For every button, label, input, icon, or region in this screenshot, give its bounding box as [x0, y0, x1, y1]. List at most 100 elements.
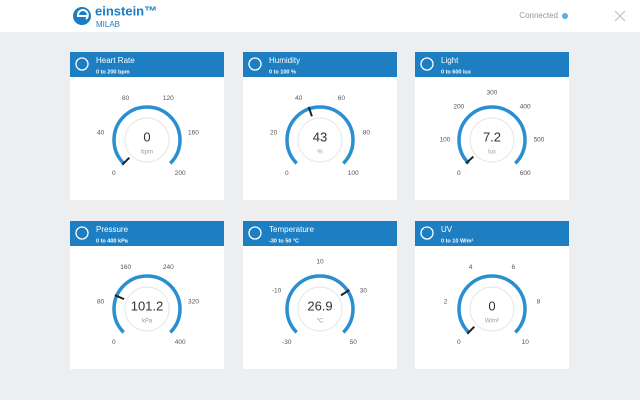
status-dot [562, 13, 568, 19]
reading-unit: bpm [141, 150, 153, 156]
gauge-needle [465, 155, 475, 165]
card-range: -30 to 50 °C [269, 238, 299, 244]
card-range: 0 to 400 kPa [96, 238, 129, 244]
gauge-needle [340, 289, 350, 297]
gauge-tick-label: 80 [97, 298, 105, 305]
card-icon [420, 57, 434, 71]
gauge-tick-label: 10 [522, 339, 530, 346]
gauge-tick-label: 80 [122, 95, 130, 102]
card-icon [75, 226, 89, 240]
reading-unit: lux [488, 150, 496, 156]
card-title: Heart Rate [96, 56, 135, 65]
gauge-tick-label: 600 [520, 170, 531, 177]
gauge-arc [285, 105, 355, 165]
close-button[interactable] [614, 10, 626, 22]
card-title: Temperature [269, 225, 314, 234]
gauge-inner [469, 286, 515, 332]
gauge-tick-label: 80 [363, 129, 371, 136]
card-title: Pressure [96, 225, 129, 234]
card-range: 0 to 10 W/m² [441, 237, 474, 244]
gauge-needle [466, 325, 476, 335]
gauge-tick-label: 4 [469, 264, 473, 271]
card-header [243, 52, 397, 77]
gauge-tick-label: 40 [295, 95, 303, 102]
gauge-tick-label: 400 [520, 103, 531, 110]
card-header [415, 221, 569, 246]
reading-unit: % [317, 150, 323, 156]
gauge-tick-label: 60 [338, 95, 346, 102]
gauge-tick-label: 10 [316, 259, 324, 266]
sensor-card: Pressure 0 to 400 kPa 0 80 160 240 320 400 101.2… [70, 221, 224, 369]
card-header [415, 52, 569, 77]
gauge-tick-label: 320 [188, 298, 199, 305]
sensor-card: Temperature -30 to 50 °C -30 -10 10 30 50 26.9 °… [243, 221, 397, 369]
gauge-inner [124, 117, 170, 163]
gauge-inner [124, 286, 170, 332]
card-icon [248, 226, 262, 240]
card-icon [420, 226, 434, 240]
reading-unit: °C [317, 319, 324, 325]
gauge-inner [297, 286, 343, 332]
reading-unit: W/m² [485, 319, 499, 325]
card-header [243, 221, 397, 246]
gauge-tick-label: 200 [453, 103, 464, 110]
gauge-tick-label: 2 [444, 298, 448, 305]
gauge-tick-label: 300 [487, 90, 498, 97]
sensor-card: Humidity 0 to 100 % 0 20 40 60 80 100 43% [243, 52, 397, 200]
gauge-arc [112, 274, 182, 334]
gauge-arc [457, 274, 527, 334]
product: MILAB [96, 20, 120, 29]
gauge-tick-label: 400 [175, 339, 186, 346]
reading-value: 101.2 [131, 298, 164, 313]
gauge-tick-label: 500 [534, 137, 545, 144]
gauge-needle [307, 106, 313, 117]
card-icon [248, 57, 262, 71]
gauge-tick-label: -10 [272, 288, 282, 295]
gauge-tick-label: 160 [188, 129, 199, 136]
gauge-tick-label: 100 [440, 137, 451, 144]
logo-mark [76, 9, 89, 20]
gauge-arc [457, 105, 527, 165]
gauge-tick-label: 0 [457, 170, 461, 177]
gauge-needle [121, 156, 131, 166]
card-range: 0 to 100 % [269, 69, 296, 75]
gauge-tick-label: 40 [97, 129, 105, 136]
top-bar [0, 0, 640, 32]
sensor-card: UV 0 to 10 W/m² 0 2 4 6 8 10 0 W/m² [415, 221, 569, 369]
gauge-tick-label: 160 [120, 264, 131, 271]
brand: einstein™ [95, 3, 157, 18]
gauge-arc [285, 274, 355, 334]
card-title: UV [441, 225, 453, 234]
card-header [70, 52, 224, 77]
gauge-inner [297, 117, 343, 163]
reading-value: 43 [313, 129, 327, 144]
gauge-tick-label: 100 [348, 170, 359, 177]
gauge-tick-label: 0 [457, 339, 461, 346]
reading-unit: kPa [142, 319, 153, 325]
card-title: Light [441, 56, 459, 65]
reading-value: 0 [488, 298, 495, 313]
gauge-tick-label: 30 [360, 288, 368, 295]
gauge-tick-label: 6 [512, 264, 516, 271]
card-icon [75, 57, 89, 71]
card-title: Humidity [269, 56, 300, 65]
gauge-tick-label: 8 [537, 298, 541, 305]
card-range: 0 to 200 bpm [96, 69, 130, 75]
reading-value: 26.9 [307, 298, 332, 313]
reading-value: 0 [143, 129, 150, 144]
card-header [70, 221, 224, 246]
gauge-tick-label: -30 [282, 339, 292, 346]
gauge-tick-label: 200 [175, 170, 186, 177]
gauge-inner [469, 117, 515, 163]
gauge-arc [112, 105, 182, 165]
gauge-tick-label: 240 [163, 264, 174, 271]
gauge-tick-label: 50 [350, 339, 358, 346]
reading-value: 7.2 [483, 129, 501, 144]
sensor-card: Heart Rate 0 to 200 bpm 0 40 80 120 160 200 0 bpm [70, 52, 224, 200]
gauge-needle [114, 294, 125, 301]
gauge-tick-label: 0 [112, 339, 116, 346]
connection-status: Connected [519, 11, 558, 20]
